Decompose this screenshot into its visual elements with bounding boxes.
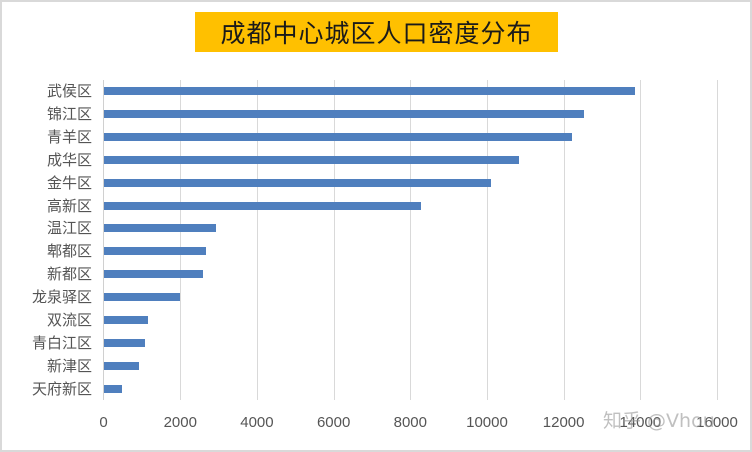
category-label: 锦江区 xyxy=(46,104,92,123)
bar xyxy=(104,316,149,324)
category-label: 郫都区 xyxy=(46,242,92,261)
bar xyxy=(104,293,181,302)
category-label: 青羊区 xyxy=(46,127,92,146)
bar xyxy=(104,361,140,370)
chart-title-box: 成都中心城区人口密度分布 xyxy=(195,12,558,52)
gridline xyxy=(410,80,411,400)
category-label: 武侯区 xyxy=(46,82,92,100)
category-label: 龙泉驿区 xyxy=(31,288,92,307)
category-label: 金牛区 xyxy=(46,173,92,192)
bar xyxy=(104,338,146,347)
bar xyxy=(104,270,204,279)
gridline xyxy=(717,80,718,400)
chart-title: 成都中心城区人口密度分布 xyxy=(220,19,533,48)
gridline xyxy=(180,80,181,400)
category-label: 成华区 xyxy=(46,150,92,169)
bar xyxy=(104,109,584,118)
category-label: 新津区 xyxy=(46,356,92,375)
x-tick-label: 16000 xyxy=(696,414,738,431)
bar xyxy=(104,224,217,233)
x-tick-label: 12000 xyxy=(542,414,585,431)
gridline xyxy=(564,80,565,400)
bar xyxy=(104,201,422,210)
y-axis-line xyxy=(103,80,104,400)
x-tick-label: 8000 xyxy=(393,414,427,431)
x-tick-label: 2000 xyxy=(163,414,197,431)
category-label: 双流区 xyxy=(46,311,92,329)
bar xyxy=(104,132,573,141)
bar xyxy=(104,87,635,95)
gridline xyxy=(334,80,335,400)
bar xyxy=(104,247,207,256)
category-label: 天府新区 xyxy=(31,379,92,398)
bar xyxy=(104,384,123,393)
x-tick-label: 14000 xyxy=(619,414,662,431)
bar xyxy=(104,155,519,164)
category-label: 青白江区 xyxy=(31,333,92,352)
x-tick-label: 10000 xyxy=(466,414,508,431)
x-tick-label: 4000 xyxy=(240,414,274,431)
x-tick-label: 6000 xyxy=(316,414,351,431)
bar xyxy=(104,178,491,187)
watermark: 知乎 @Vhou xyxy=(603,410,715,432)
category-label: 高新区 xyxy=(46,196,92,215)
category-label: 温江区 xyxy=(46,219,92,238)
gridline xyxy=(487,80,488,400)
gridline xyxy=(257,80,258,400)
gridline xyxy=(640,80,641,400)
category-label: 新都区 xyxy=(46,265,92,284)
x-tick-label: 0 xyxy=(99,414,108,431)
